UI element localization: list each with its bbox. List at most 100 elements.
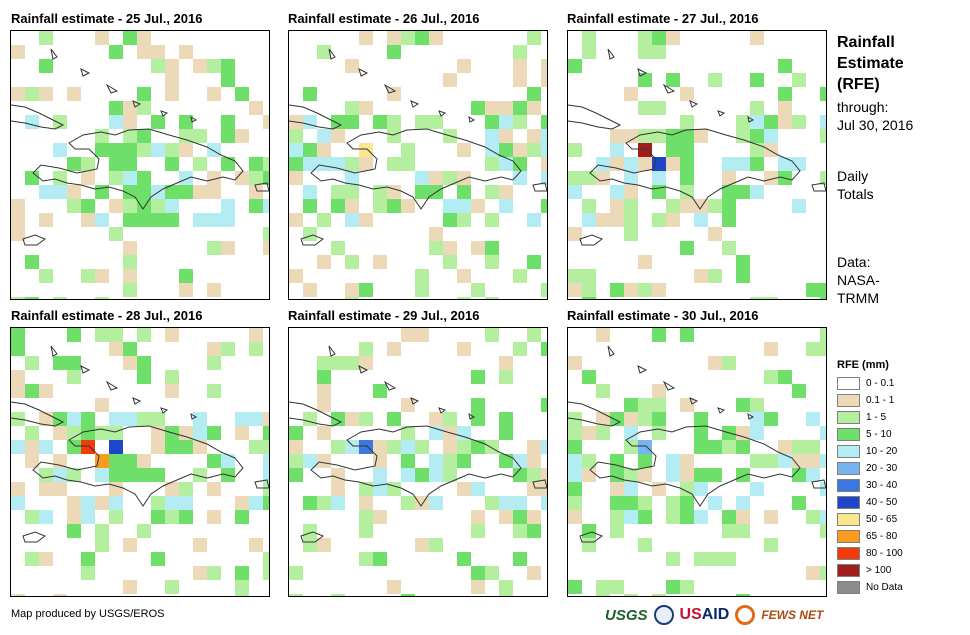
rainfall-grid-6 — [568, 328, 826, 596]
coastline-island — [438, 110, 447, 117]
rainfall-cell — [81, 157, 95, 171]
rainfall-cell — [582, 454, 596, 468]
rainfall-cell — [582, 31, 596, 45]
rainfall-cell — [137, 87, 151, 101]
rainfall-cell — [764, 297, 778, 299]
rainfall-cell — [568, 454, 582, 468]
rainfall-cell — [694, 552, 708, 566]
rainfall-cell — [263, 426, 269, 440]
rainfall-cell — [541, 199, 547, 213]
rainfall-cell — [249, 538, 263, 552]
rainfall-cell — [820, 482, 826, 496]
rainfall-cell — [820, 129, 826, 143]
rainfall-cell — [235, 171, 249, 185]
rainfall-cell — [764, 115, 778, 129]
rainfall-map-4 — [10, 327, 270, 597]
legend-swatch — [837, 411, 860, 424]
rainfall-cell — [331, 356, 345, 370]
rainfall-cell — [541, 496, 547, 510]
map-title: Rainfall Estimate (RFE) — [837, 32, 904, 95]
coastline — [589, 128, 801, 210]
rainfall-cell — [401, 398, 415, 412]
rainfall-cell — [541, 73, 547, 87]
legend-title: RFE (mm) — [837, 359, 889, 371]
rainfall-cell — [764, 342, 778, 356]
rainfall-cell — [345, 185, 359, 199]
rainfall-cell — [331, 594, 345, 596]
rainfall-cell — [582, 199, 596, 213]
rainfall-cell — [53, 412, 67, 426]
coastline-island — [160, 110, 169, 117]
rainfall-cell — [151, 552, 165, 566]
rainfall-cell — [25, 115, 39, 129]
coastline — [579, 531, 604, 543]
rainfall-cell — [638, 412, 652, 426]
rainfall-cell — [429, 538, 443, 552]
rainfall-cell — [736, 398, 750, 412]
rainfall-cell — [345, 356, 359, 370]
rainfall-cell — [736, 157, 750, 171]
rainfall-cell — [317, 45, 331, 59]
rainfall-cell — [680, 580, 694, 594]
rainfall-cell — [109, 426, 123, 440]
coastline — [300, 234, 325, 246]
legend-swatch — [837, 513, 860, 526]
rainfall-cell — [289, 269, 303, 283]
rainfall-cell-heavy — [638, 440, 652, 454]
rainfall-cell — [109, 101, 123, 115]
rainfall-cell — [457, 297, 471, 299]
rainfall-cell — [95, 426, 109, 440]
rainfall-cell — [345, 157, 359, 171]
rainfall-cell-heavy — [359, 440, 373, 454]
rainfall-cell — [109, 45, 123, 59]
legend-swatch — [837, 581, 860, 594]
rainfall-cell — [193, 468, 207, 482]
rainfall-cell — [666, 143, 680, 157]
rainfall-cell — [11, 384, 25, 398]
rainfall-cell — [207, 342, 221, 356]
rainfall-cell — [499, 370, 513, 384]
rainfall-cell — [471, 482, 485, 496]
usaid-logo-aid: AID — [701, 606, 730, 623]
rainfall-cell — [289, 157, 303, 171]
rainfall-cell — [345, 101, 359, 115]
rainfall-cell — [415, 328, 429, 342]
rainfall-cell — [541, 398, 547, 412]
rainfall-cell — [123, 342, 137, 356]
rainfall-cell — [792, 115, 806, 129]
rainfall-cell — [207, 171, 221, 185]
rainfall-cell — [11, 594, 25, 596]
rainfall-cell — [151, 496, 165, 510]
rainfall-cell — [39, 185, 53, 199]
rainfall-cell — [527, 468, 541, 482]
rainfall-cell — [499, 412, 513, 426]
rainfall-cell — [457, 199, 471, 213]
rainfall-cell — [568, 283, 582, 297]
rainfall-cell — [39, 213, 53, 227]
rainfall-cell — [485, 101, 499, 115]
rainfall-cell — [806, 468, 820, 482]
rainfall-cell — [263, 552, 269, 566]
rainfall-cell — [624, 171, 638, 185]
rainfall-cell — [151, 213, 165, 227]
rainfall-cell — [11, 342, 25, 356]
rainfall-cell — [708, 552, 722, 566]
rainfall-cell — [568, 496, 582, 510]
legend-swatch — [837, 428, 860, 441]
rainfall-cell — [582, 524, 596, 538]
rainfall-cell — [638, 510, 652, 524]
rainfall-cell — [568, 356, 582, 370]
rainfall-cell — [666, 157, 680, 171]
rainfall-cell — [235, 510, 249, 524]
rainfall-cell — [207, 454, 221, 468]
rainfall-cell — [652, 328, 666, 342]
rainfall-cell — [792, 468, 806, 482]
rainfall-cell — [95, 129, 109, 143]
rainfall-cell — [457, 426, 471, 440]
rainfall-cell — [317, 157, 331, 171]
rainfall-cell — [165, 440, 179, 454]
rainfall-cell — [249, 412, 263, 426]
rainfall-cell — [359, 510, 373, 524]
rainfall-cell — [67, 468, 81, 482]
rainfall-cell — [429, 468, 443, 482]
